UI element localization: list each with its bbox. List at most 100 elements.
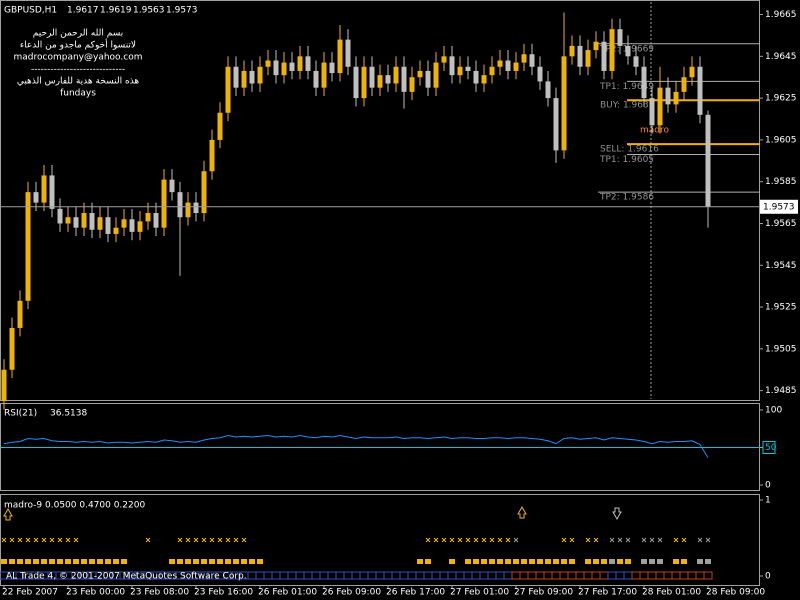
candle-body <box>329 62 335 74</box>
candle-body <box>361 66 367 99</box>
note: ----------------------------- <box>31 65 125 75</box>
signal-x <box>241 537 247 543</box>
signal-x <box>65 537 71 543</box>
candle-body <box>273 60 279 76</box>
signal-square <box>113 559 119 564</box>
x-tick-label: 22 Feb 2007 <box>2 588 58 598</box>
signal-square <box>625 559 631 564</box>
candle-body <box>217 112 223 140</box>
signal-bar <box>431 571 441 580</box>
candle-body <box>465 66 471 71</box>
candle-body <box>345 39 351 67</box>
signal-x <box>17 537 23 543</box>
signal-bar <box>279 571 289 580</box>
y-tick-label: 1.9585 <box>765 177 797 187</box>
level-box <box>762 441 776 454</box>
signal-square <box>489 559 495 564</box>
annotation: madro <box>640 126 669 136</box>
signal-x <box>561 537 567 543</box>
signal-x <box>49 537 55 543</box>
signal-bar <box>567 571 577 580</box>
price-label: 1.9573 <box>763 202 795 212</box>
signal-square <box>649 559 655 564</box>
candle-body <box>65 217 71 224</box>
signal-square <box>49 559 55 564</box>
candle-body <box>385 75 391 84</box>
signal-bar <box>415 571 425 580</box>
signal-x <box>513 537 519 543</box>
signal-x <box>193 537 199 543</box>
signal-x <box>505 537 511 543</box>
signal-x <box>641 537 647 543</box>
signal-bar <box>367 571 377 580</box>
arrow-up <box>517 505 527 519</box>
signal-square <box>41 559 47 564</box>
candle-body <box>513 62 519 71</box>
signal-bar <box>647 571 657 580</box>
signal-bar <box>575 571 585 580</box>
y-tick-label: 1.9665 <box>765 10 797 20</box>
candle-body <box>689 66 695 78</box>
candle-body <box>649 98 655 126</box>
candle-body <box>593 41 599 51</box>
candle-body <box>169 179 175 193</box>
signal-x <box>649 537 655 543</box>
candle-body <box>449 56 455 76</box>
signal-bar <box>679 571 689 580</box>
signal-bar <box>519 571 529 580</box>
candle-body <box>121 219 127 228</box>
signal-x <box>673 537 679 543</box>
candle-body <box>297 56 303 71</box>
x-tick-label: 23 Feb 16:00 <box>194 588 253 598</box>
candle-body <box>201 171 207 214</box>
candle-body <box>313 70 319 88</box>
signal-square <box>89 559 95 564</box>
signal-square <box>257 559 263 564</box>
candle-body <box>9 327 15 370</box>
signal-x <box>593 537 599 543</box>
y-tick-label: 1.9645 <box>765 52 797 62</box>
signal-square <box>537 559 543 564</box>
candle-body <box>41 175 47 203</box>
signal-square <box>233 559 239 564</box>
signal-x <box>233 537 239 543</box>
candle-body <box>113 227 119 234</box>
signal-x <box>473 537 479 543</box>
signal-square <box>121 559 127 564</box>
signal-x <box>585 537 591 543</box>
level-label: TP1: 1.9605 <box>599 155 654 165</box>
signal-bar <box>399 571 409 580</box>
signal-bar <box>263 571 273 580</box>
candle-body <box>73 217 79 228</box>
candle-body <box>33 192 39 203</box>
candle-body <box>537 66 543 82</box>
signal-bar <box>287 571 297 580</box>
signal-square <box>249 559 255 564</box>
signal-square <box>465 559 471 564</box>
signal-bar <box>439 571 449 580</box>
signal-x <box>185 537 191 543</box>
x-tick-label: 26 Feb 09:00 <box>322 588 381 598</box>
candle-body <box>481 75 487 84</box>
signal-square <box>697 559 703 564</box>
candle-body <box>673 91 679 105</box>
x-tick-label: 27 Feb 01:00 <box>450 588 509 598</box>
y-tick-label: 1.9605 <box>765 135 797 145</box>
candle-body <box>81 213 87 228</box>
candle-body <box>393 66 399 84</box>
signal-square <box>1 559 7 564</box>
signal-x <box>497 537 503 543</box>
signal-x <box>441 537 447 543</box>
signal-bar <box>503 571 513 580</box>
signal-x <box>569 537 575 543</box>
signal-bar <box>615 571 625 580</box>
x-tick-label: 27 Feb 09:00 <box>514 588 573 598</box>
signal-square <box>9 559 15 564</box>
main-panel <box>0 0 760 401</box>
signal-bar <box>375 571 385 580</box>
signal-x <box>57 537 63 543</box>
candle-body <box>89 213 95 230</box>
signal-bar <box>703 571 713 580</box>
signal-bar <box>687 571 697 580</box>
signal-square <box>497 559 503 564</box>
